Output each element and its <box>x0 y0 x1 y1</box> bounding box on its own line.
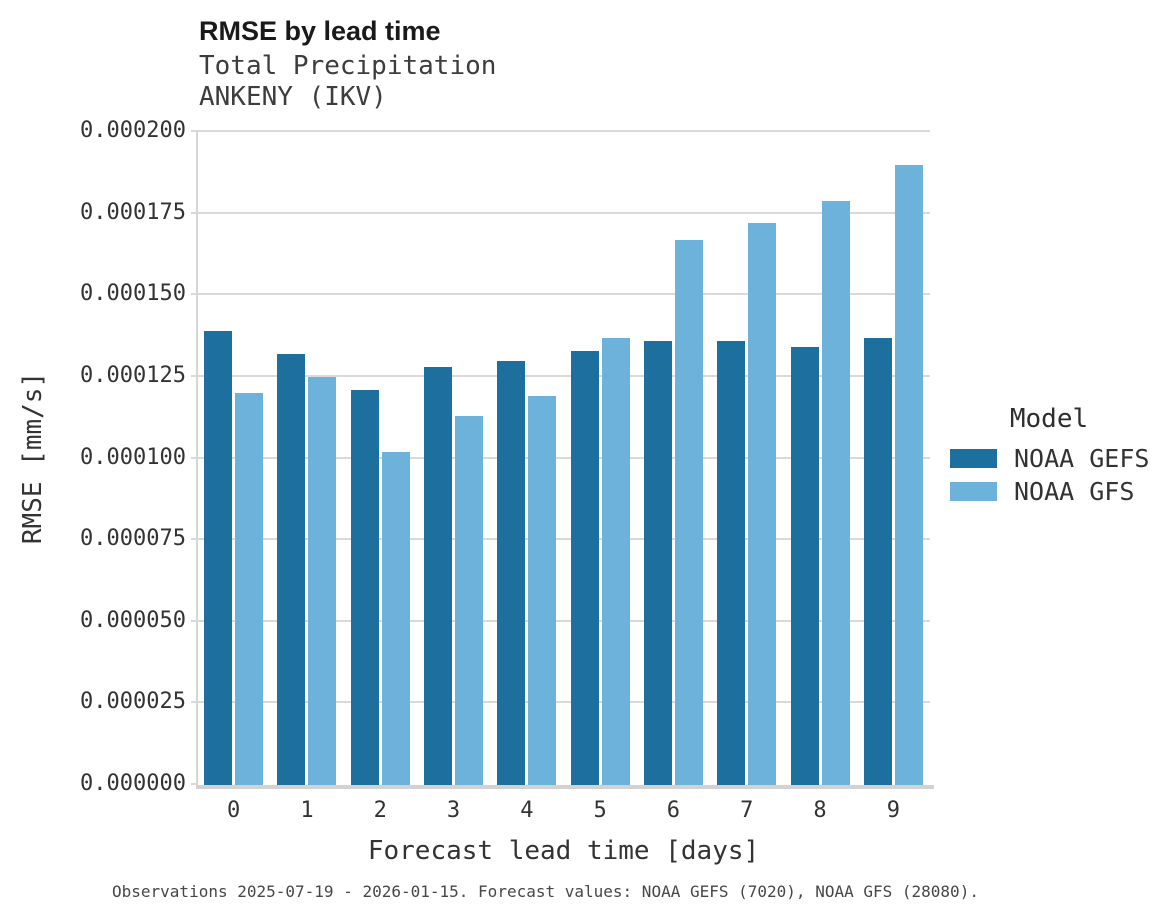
y-axis-tick <box>191 701 196 704</box>
bar-noaa-gefs-2 <box>350 390 379 785</box>
gridline <box>197 538 930 541</box>
bar-noaa-gefs-3 <box>424 367 453 785</box>
bar-group <box>490 131 563 785</box>
bar-noaa-gfs-5 <box>601 338 630 785</box>
caption: Observations 2025-07-19 - 2026-01-15. Fo… <box>112 882 979 901</box>
x-tick-label: 2 <box>373 798 387 823</box>
x-tick-label: 0 <box>227 798 241 823</box>
legend-label: NOAA GEFS <box>1014 444 1150 473</box>
bar-noaa-gefs-7 <box>717 341 746 785</box>
bar-group <box>857 131 930 785</box>
x-tick-label: 3 <box>446 798 461 823</box>
x-tick-label: 4 <box>520 798 534 823</box>
bar-group <box>783 131 856 785</box>
x-tick-label: 1 <box>300 798 314 823</box>
chart-title: RMSE by lead time <box>199 16 441 46</box>
y-tick-label: 0.000050 <box>80 607 186 633</box>
y-axis-tick <box>191 293 196 296</box>
bar-noaa-gfs-4 <box>528 396 557 785</box>
legend-swatch <box>950 449 997 468</box>
y-axis-tick <box>191 130 196 132</box>
y-tick-label: 0.000150 <box>80 281 186 307</box>
x-axis-title: Forecast lead time [days] <box>367 836 760 866</box>
chart-subtitle-line-2: ANKENY (IKV) <box>199 82 387 112</box>
gridline <box>197 211 930 214</box>
gridline <box>197 293 930 296</box>
x-tick-label: 6 <box>666 798 681 823</box>
bar-noaa-gefs-4 <box>497 361 526 785</box>
legend-swatch <box>950 482 997 501</box>
x-axis-line <box>196 785 934 789</box>
bar-noaa-gfs-0 <box>235 393 264 785</box>
bar-noaa-gfs-6 <box>674 240 703 785</box>
legend-title: Model <box>1009 404 1089 434</box>
legend-label: NOAA GFS <box>1014 477 1135 506</box>
x-tick-label: 5 <box>593 798 607 823</box>
gridline <box>197 456 930 459</box>
bar-noaa-gefs-9 <box>863 338 892 785</box>
bar-noaa-gfs-9 <box>894 165 923 785</box>
x-tick-label: 8 <box>813 798 827 823</box>
legend-items: NOAA GEFS NOAA GFS <box>950 444 1160 506</box>
y-tick-label: 0.000175 <box>80 199 186 225</box>
bars-layer <box>197 131 930 785</box>
gridline <box>197 130 930 132</box>
y-tick-labels: 0.000000 0.000025 0.000050 0.000075 0.000100… <box>0 118 186 796</box>
bar-noaa-gefs-1 <box>277 354 306 785</box>
y-axis-tick <box>191 374 196 377</box>
y-tick-label: 0.000200 <box>80 118 186 143</box>
chart-subtitle: Total Precipitation ANKENY (IKV) <box>199 51 496 113</box>
legend-row: NOAA GFS <box>950 477 1160 506</box>
bar-noaa-gfs-1 <box>308 377 337 785</box>
bar-group <box>637 131 710 785</box>
y-tick-label: 0.000025 <box>80 689 186 715</box>
x-tick-labels: 0 1 2 3 4 5 6 7 8 9 <box>197 797 930 825</box>
bar-group <box>710 131 783 785</box>
y-axis-tick <box>191 456 196 459</box>
y-axis-tick <box>191 538 196 541</box>
y-tick-label: 0.000100 <box>80 444 186 470</box>
bar-noaa-gefs-5 <box>570 351 599 785</box>
y-axis-tick <box>191 619 196 622</box>
y-axis-tick <box>191 783 196 785</box>
bar-group <box>197 131 270 785</box>
bar-noaa-gefs-0 <box>204 331 233 785</box>
legend: Model NOAA GEFS NOAA GFS <box>950 405 1160 515</box>
bar-group <box>417 131 490 785</box>
bar-group <box>344 131 417 785</box>
gridline <box>197 701 930 704</box>
gridline <box>197 374 930 377</box>
y-tick-label: 0.000075 <box>80 526 186 552</box>
gridline <box>197 619 930 622</box>
bar-noaa-gefs-6 <box>643 341 672 785</box>
bar-noaa-gfs-8 <box>821 201 850 785</box>
bar-noaa-gfs-3 <box>455 416 484 785</box>
y-tick-label: 0.000125 <box>80 362 186 388</box>
y-axis-tick <box>191 211 196 214</box>
bar-group <box>270 131 343 785</box>
x-tick-label: 9 <box>886 798 900 823</box>
x-tick-label: 7 <box>740 798 754 823</box>
chart-subtitle-line-1: Total Precipitation <box>199 51 497 81</box>
bar-group <box>563 131 636 785</box>
legend-row: NOAA GEFS <box>950 444 1160 473</box>
bar-noaa-gefs-8 <box>790 347 819 785</box>
y-axis-line <box>196 130 198 785</box>
y-tick-label: 0.000000 <box>80 771 186 796</box>
bar-noaa-gfs-2 <box>381 452 410 785</box>
bar-noaa-gfs-7 <box>748 223 777 785</box>
plot-panel <box>191 130 934 789</box>
